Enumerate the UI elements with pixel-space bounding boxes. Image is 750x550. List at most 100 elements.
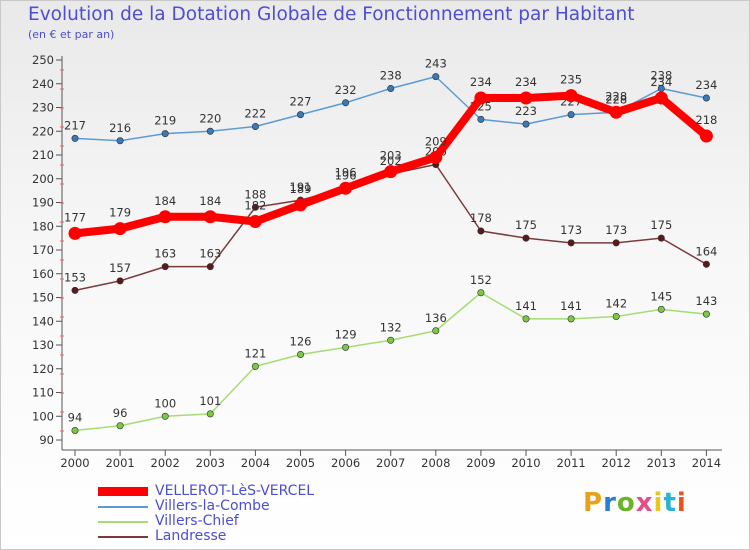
data-point-landresse xyxy=(251,203,259,211)
data-label-landresse: 202 xyxy=(380,154,402,168)
data-point-villers-la-combe xyxy=(342,99,350,107)
logo-letter: x xyxy=(635,488,654,518)
data-point-villers-la-combe xyxy=(702,94,710,102)
data-point-villers-la-combe xyxy=(432,73,440,81)
data-label-landresse: 153 xyxy=(64,270,86,284)
data-label-vellerot-l-s-vercel: 184 xyxy=(154,194,176,208)
data-point-villers-chief xyxy=(567,315,575,323)
y-tick-label: 110 xyxy=(32,386,54,400)
data-point-villers-chief xyxy=(71,426,79,434)
data-point-villers-chief xyxy=(296,350,304,358)
data-label-landresse: 191 xyxy=(290,180,312,194)
y-tick-label: 120 xyxy=(32,362,54,376)
data-point-landresse xyxy=(612,239,620,247)
data-point-villers-chief xyxy=(342,343,350,351)
data-label-villers-la-combe: 238 xyxy=(380,69,402,83)
x-tick-label: 2012 xyxy=(602,456,631,470)
data-label-villers-la-combe: 217 xyxy=(64,118,86,132)
data-label-landresse: 175 xyxy=(650,218,672,232)
data-label-vellerot-l-s-vercel: 218 xyxy=(695,113,717,127)
logo-letter: i xyxy=(676,488,687,518)
data-label-villers-la-combe: 220 xyxy=(199,111,221,125)
data-label-villers-la-combe: 216 xyxy=(109,121,131,135)
data-label-villers-chief: 143 xyxy=(695,294,717,308)
x-tick-label: 2005 xyxy=(286,456,315,470)
data-point-landresse xyxy=(567,239,575,247)
data-point-villers-la-combe xyxy=(567,111,575,119)
y-tick-label: 240 xyxy=(32,77,54,91)
x-tick-label: 2011 xyxy=(556,456,585,470)
data-point-villers-chief xyxy=(657,305,665,313)
data-label-villers-chief: 152 xyxy=(470,273,492,287)
data-point-vellerot-l-s-vercel xyxy=(158,210,172,224)
y-tick-label: 250 xyxy=(32,53,54,67)
legend-swatch xyxy=(98,487,148,496)
data-label-villers-chief: 136 xyxy=(425,311,447,325)
y-tick-label: 220 xyxy=(32,124,54,138)
legend-swatch xyxy=(98,521,148,523)
data-point-villers-la-combe xyxy=(206,127,214,135)
data-label-villers-chief: 132 xyxy=(380,320,402,334)
data-label-villers-chief: 142 xyxy=(605,297,627,311)
data-label-landresse: 157 xyxy=(109,261,131,275)
y-tick-label: 140 xyxy=(32,314,54,328)
data-label-villers-chief: 129 xyxy=(335,327,357,341)
y-tick-label: 230 xyxy=(32,101,54,115)
y-tick-label: 210 xyxy=(32,148,54,162)
y-tick-label: 190 xyxy=(32,196,54,210)
data-label-villers-chief: 94 xyxy=(68,411,83,425)
y-tick-label: 90 xyxy=(39,433,54,447)
data-point-vellerot-l-s-vercel xyxy=(429,150,443,164)
data-label-vellerot-l-s-vercel: 228 xyxy=(605,89,627,103)
data-point-villers-chief xyxy=(522,315,530,323)
data-point-landresse xyxy=(116,277,124,285)
data-point-vellerot-l-s-vercel xyxy=(113,222,127,236)
data-label-landresse: 163 xyxy=(154,247,176,261)
data-label-villers-la-combe: 227 xyxy=(290,95,312,109)
data-label-villers-la-combe: 228 xyxy=(605,92,627,106)
logo-letter: i xyxy=(653,488,664,518)
data-label-landresse: 173 xyxy=(605,223,627,237)
data-point-villers-la-combe xyxy=(477,115,485,123)
data-label-landresse: 188 xyxy=(244,187,266,201)
logo-letter: o xyxy=(616,488,636,518)
data-point-villers-chief xyxy=(432,327,440,335)
data-label-landresse: 178 xyxy=(470,211,492,225)
data-point-villers-la-combe xyxy=(296,111,304,119)
data-point-vellerot-l-s-vercel xyxy=(339,181,353,195)
data-label-vellerot-l-s-vercel: 234 xyxy=(650,75,672,89)
data-label-villers-la-combe: 222 xyxy=(244,107,266,121)
x-tick-label: 2007 xyxy=(376,456,405,470)
data-point-villers-la-combe xyxy=(251,123,259,131)
legend-swatch xyxy=(98,506,148,508)
data-point-landresse xyxy=(522,234,530,242)
data-label-landresse: 164 xyxy=(695,244,717,258)
data-point-vellerot-l-s-vercel xyxy=(519,91,533,105)
data-label-vellerot-l-s-vercel: 203 xyxy=(380,149,402,163)
data-point-villers-chief xyxy=(206,410,214,418)
data-point-villers-chief xyxy=(612,312,620,320)
data-point-vellerot-l-s-vercel xyxy=(68,226,82,240)
data-point-vellerot-l-s-vercel xyxy=(384,165,398,179)
data-point-villers-chief xyxy=(116,422,124,430)
y-tick-label: 100 xyxy=(32,409,54,423)
data-label-vellerot-l-s-vercel: 196 xyxy=(335,165,357,179)
data-label-villers-la-combe: 238 xyxy=(650,69,672,83)
y-tick-label: 130 xyxy=(32,338,54,352)
data-point-villers-la-combe xyxy=(522,120,530,128)
x-tick-label: 2013 xyxy=(647,456,676,470)
data-label-villers-la-combe: 223 xyxy=(515,104,537,118)
x-tick-label: 2010 xyxy=(511,456,540,470)
x-tick-label: 2014 xyxy=(692,456,721,470)
data-point-vellerot-l-s-vercel xyxy=(294,198,307,212)
data-label-vellerot-l-s-vercel: 234 xyxy=(515,75,537,89)
x-tick-label: 2002 xyxy=(151,456,180,470)
data-point-villers-la-combe xyxy=(71,134,79,142)
data-point-landresse xyxy=(477,227,485,235)
chart-title: Evolution de la Dotation Globale de Fonc… xyxy=(28,4,635,25)
data-point-villers-la-combe xyxy=(116,137,124,145)
data-label-vellerot-l-s-vercel: 179 xyxy=(109,206,131,220)
data-point-landresse xyxy=(206,263,214,271)
y-tick-label: 150 xyxy=(32,291,54,305)
